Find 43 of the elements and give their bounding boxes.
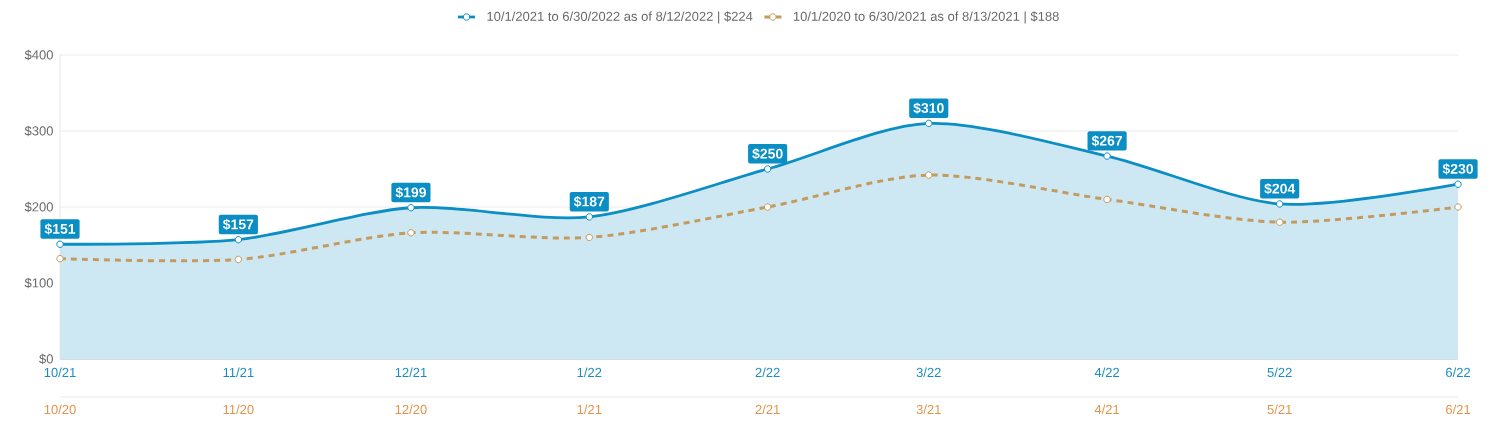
point (763, 165, 772, 173)
x-tick-label: 6/22 (1446, 367, 1471, 378)
data-label: $204 (1264, 183, 1296, 195)
point (56, 240, 64, 248)
x-tick-label: 11/21 (223, 367, 254, 378)
data-label: $250 (752, 148, 783, 160)
x-tick-label: 5/22 (1267, 367, 1292, 378)
x2-tick-label: 12/20 (395, 404, 427, 415)
x-tick-label: 12/21 (395, 367, 427, 378)
x-tick-label: 2/22 (755, 367, 780, 378)
x-tick-label: 4/22 (1094, 367, 1120, 378)
data-label: $157 (222, 218, 254, 231)
x2-tick-label: 3/21 (916, 404, 941, 415)
y-tick-label: $200 (24, 201, 53, 213)
data-label: $230 (1442, 163, 1474, 175)
x-tick-label: 3/22 (916, 367, 941, 378)
x-tick-label: 1/22 (577, 367, 602, 378)
x-tick-label: 10/21 (44, 367, 76, 378)
point (1275, 200, 1284, 208)
x2-tick-label: 10/20 (44, 404, 76, 415)
y-tick-label: $400 (24, 49, 53, 61)
point (585, 213, 593, 221)
x2-tick-label: 1/21 (577, 404, 602, 415)
y-tick-label: $300 (24, 125, 53, 137)
x2-tick-label: 2/21 (755, 404, 780, 415)
y-tick-label: $0 (39, 353, 53, 365)
x2-tick-label: 5/21 (1267, 404, 1292, 415)
x2-tick-label: 11/20 (223, 404, 254, 415)
point (1103, 152, 1111, 160)
point (407, 204, 415, 212)
data-label: $187 (573, 195, 605, 208)
x2-tick-label: 6/21 (1446, 404, 1471, 415)
data-label: $151 (44, 223, 76, 235)
point (1454, 180, 1462, 188)
legend-label: 10/1/2020 to 6/30/2021 as of 8/13/2021 | $188 (793, 11, 1059, 24)
data-label: $199 (395, 186, 426, 199)
y-tick-label: $100 (24, 277, 53, 289)
data-label: $310 (913, 102, 944, 114)
data-label: $267 (1091, 135, 1123, 147)
point (234, 235, 243, 244)
legend-label: 10/1/2021 to 6/30/2022 as of 8/12/2022 | $224 (487, 11, 753, 24)
x2-tick-label: 4/21 (1094, 404, 1120, 415)
point (925, 119, 933, 128)
